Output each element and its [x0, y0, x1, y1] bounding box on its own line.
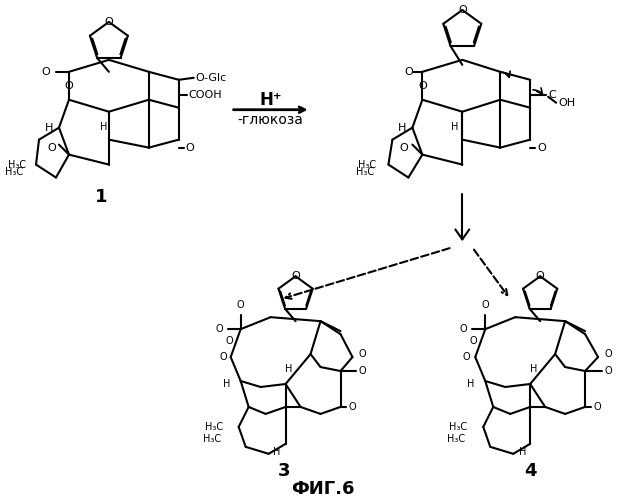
- Text: 3: 3: [277, 462, 290, 480]
- Text: O: O: [536, 272, 545, 281]
- Text: H: H: [44, 122, 53, 132]
- Text: OH: OH: [558, 98, 575, 108]
- Text: H: H: [273, 447, 280, 457]
- Text: 1: 1: [95, 188, 107, 206]
- Text: O-Glc: O-Glc: [195, 73, 227, 83]
- Text: O: O: [400, 142, 408, 152]
- Text: H: H: [530, 364, 537, 374]
- Text: O: O: [404, 67, 413, 77]
- Text: O: O: [463, 352, 470, 362]
- Text: O: O: [418, 81, 427, 91]
- Text: C: C: [548, 90, 556, 100]
- Text: H: H: [451, 122, 458, 132]
- Text: O: O: [64, 81, 73, 91]
- Text: H: H: [285, 364, 293, 374]
- Text: H: H: [398, 122, 406, 132]
- Text: O: O: [186, 142, 195, 152]
- Text: ФИГ.6: ФИГ.6: [291, 480, 354, 498]
- Text: O: O: [593, 402, 601, 412]
- Text: H₃C: H₃C: [449, 422, 467, 432]
- Text: O: O: [460, 324, 467, 334]
- Text: H₃C: H₃C: [204, 422, 222, 432]
- Text: O: O: [105, 17, 113, 27]
- Text: O: O: [604, 366, 611, 376]
- Text: H₃C: H₃C: [356, 166, 374, 176]
- Text: H₃C: H₃C: [358, 160, 376, 170]
- Text: O: O: [604, 349, 611, 359]
- Text: O: O: [349, 402, 356, 412]
- Text: H₃C: H₃C: [447, 434, 466, 444]
- Text: O: O: [359, 366, 366, 376]
- Text: O: O: [359, 349, 366, 359]
- Text: H₃C: H₃C: [5, 166, 23, 176]
- Text: COOH: COOH: [189, 90, 222, 100]
- Text: H⁺: H⁺: [259, 90, 282, 108]
- Text: H: H: [518, 447, 526, 457]
- Text: O: O: [482, 300, 489, 310]
- Text: O: O: [469, 336, 477, 346]
- Text: H: H: [100, 122, 107, 132]
- Text: O: O: [215, 324, 222, 334]
- Text: O: O: [42, 67, 50, 77]
- Text: O: O: [47, 142, 56, 152]
- Text: O: O: [225, 336, 233, 346]
- Text: O: O: [291, 272, 300, 281]
- Text: O: O: [219, 352, 227, 362]
- Text: H: H: [467, 379, 475, 389]
- Text: O: O: [458, 5, 467, 15]
- Text: H₃C: H₃C: [203, 434, 221, 444]
- Text: O: O: [537, 142, 546, 152]
- Text: O: O: [237, 300, 244, 310]
- Text: 4: 4: [524, 462, 536, 480]
- Text: -глюкоза: -глюкоза: [238, 112, 303, 126]
- Text: H₃C: H₃C: [8, 160, 26, 170]
- Text: H: H: [223, 379, 231, 389]
